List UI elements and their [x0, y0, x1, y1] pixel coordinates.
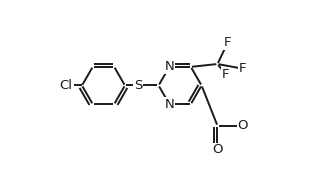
Text: F: F: [239, 62, 246, 75]
Text: O: O: [237, 119, 248, 132]
Text: N: N: [164, 60, 174, 73]
Text: N: N: [164, 98, 174, 111]
Text: F: F: [224, 36, 231, 49]
Text: O: O: [212, 143, 223, 156]
Text: S: S: [134, 79, 142, 92]
Text: Cl: Cl: [59, 79, 72, 92]
Text: F: F: [222, 68, 230, 81]
